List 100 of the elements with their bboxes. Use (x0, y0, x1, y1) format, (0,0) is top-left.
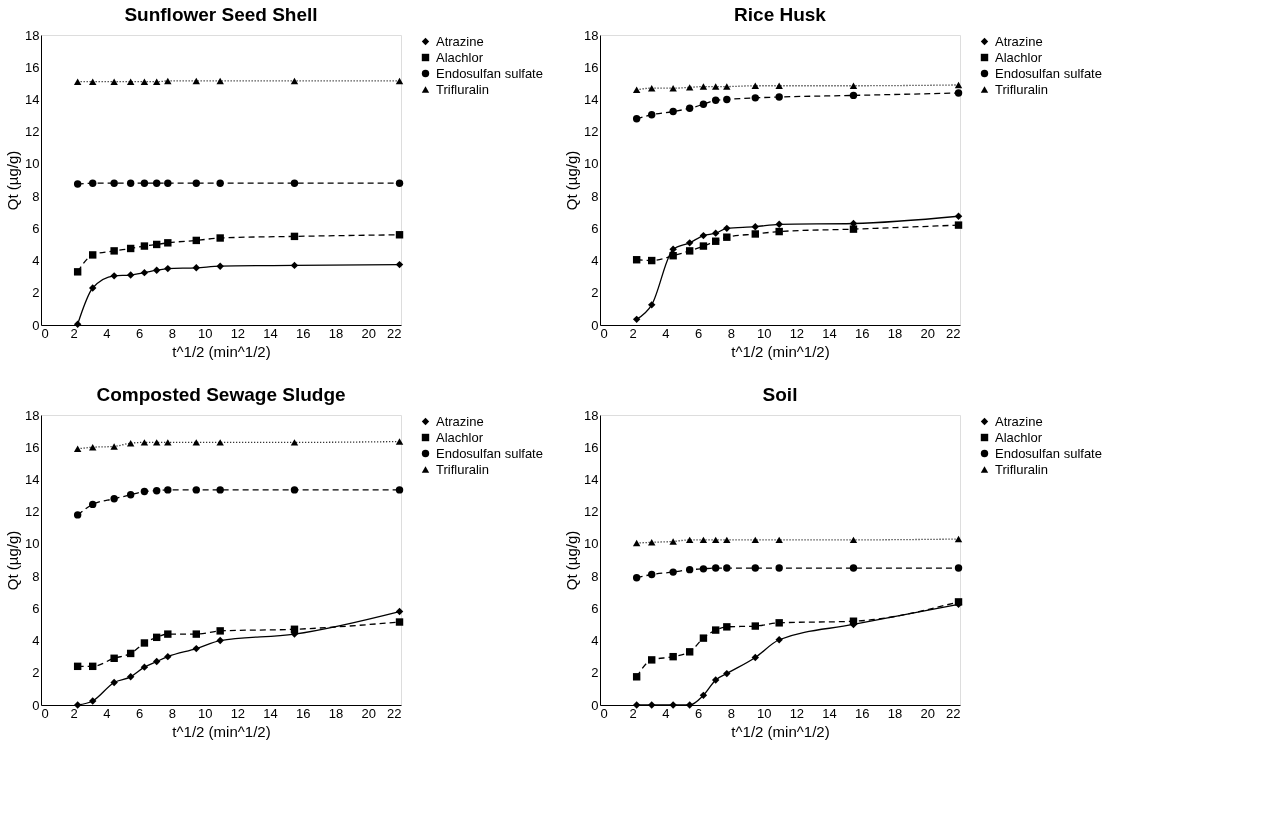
legend-label: Atrazine (995, 413, 1043, 429)
point (751, 622, 759, 630)
y-axis-title: Qt (µg/g) (4, 150, 22, 211)
y-tick-label: 10 (25, 536, 40, 552)
y-tick-label: 14 (25, 471, 40, 487)
point (849, 536, 858, 544)
chart-title: Rice Husk (734, 4, 827, 25)
x-tick-label: 14 (822, 705, 837, 721)
point (711, 626, 720, 634)
legend-label: Alachlor (436, 429, 484, 445)
x-tick-label: 4 (662, 325, 670, 341)
point (954, 221, 963, 229)
point (648, 111, 656, 119)
point (216, 179, 224, 187)
point (126, 439, 135, 447)
x-tick-label: 18 (328, 705, 344, 721)
y-axis-title: Qt (µg/g) (563, 530, 581, 591)
x-tick-label: 12 (789, 325, 805, 341)
point (711, 536, 720, 544)
x-axis-title: t^1/2 (min^1/2) (172, 342, 271, 360)
point (685, 536, 694, 544)
point (699, 242, 708, 250)
point (685, 648, 694, 656)
y-tick-label: 14 (584, 91, 599, 107)
point (126, 78, 135, 85)
point (723, 224, 731, 233)
point (73, 511, 82, 519)
y-tick-label: 16 (584, 59, 599, 75)
y-tick-label: 2 (32, 285, 40, 301)
point (164, 486, 172, 494)
point (751, 230, 759, 238)
point (648, 570, 656, 579)
point (89, 500, 97, 509)
y-tick-label: 18 (25, 27, 40, 43)
point (711, 676, 720, 684)
point (192, 77, 200, 85)
point (152, 179, 161, 187)
y-tick-label: 8 (32, 188, 40, 204)
point (849, 91, 858, 100)
point (395, 260, 404, 269)
point (632, 86, 641, 93)
point (110, 247, 118, 255)
x-tick-label: 14 (822, 325, 837, 341)
x-tick-label: 18 (887, 705, 903, 721)
point (669, 245, 677, 253)
y-axis-title: Qt (µg/g) (563, 150, 581, 211)
x-tick-label: 14 (263, 705, 278, 721)
point (954, 564, 963, 572)
x-tick-label: 10 (756, 325, 772, 341)
point (723, 233, 731, 241)
point (723, 95, 731, 104)
x-axis-title: t^1/2 (min^1/2) (731, 342, 830, 360)
x-tick-label: 12 (230, 325, 246, 341)
x-tick-label: 12 (230, 705, 246, 721)
point (192, 486, 200, 494)
x-tick-label: 18 (887, 325, 903, 341)
y-tick-label: 6 (32, 600, 40, 616)
point (775, 564, 783, 572)
point (648, 301, 656, 309)
x-tick-label: 2 (629, 325, 637, 341)
point (140, 663, 149, 671)
point (216, 627, 224, 635)
point (648, 84, 656, 92)
point (110, 443, 118, 450)
point (685, 247, 694, 255)
y-tick-label: 8 (591, 568, 599, 584)
x-tick-label: 4 (662, 705, 670, 721)
x-tick-label: 6 (136, 705, 144, 721)
point (954, 212, 963, 220)
point (775, 82, 783, 89)
legend-label: Endosulfan sulfate (995, 445, 1102, 461)
point (164, 77, 172, 85)
y-tick-label: 2 (591, 665, 599, 681)
point (140, 242, 149, 250)
legend-label: Endosulfan sulfate (995, 65, 1102, 81)
x-axis-title: t^1/2 (min^1/2) (172, 722, 271, 740)
point (954, 81, 963, 89)
x-tick-label: 6 (695, 705, 703, 721)
x-tick-label: 16 (296, 705, 311, 721)
point (192, 630, 200, 638)
point (395, 179, 404, 187)
point (775, 220, 783, 229)
point (669, 252, 677, 260)
point (751, 653, 759, 662)
point (164, 652, 172, 661)
point (164, 179, 172, 187)
y-tick-label: 12 (25, 124, 40, 140)
point (699, 565, 708, 573)
y-tick-label: 4 (32, 253, 40, 269)
point (699, 231, 708, 240)
point (669, 107, 677, 116)
point (395, 607, 404, 616)
point (632, 673, 641, 681)
point (685, 565, 694, 574)
point (632, 115, 641, 123)
point (723, 564, 731, 572)
y-tick-label: 6 (591, 220, 599, 236)
point (110, 678, 118, 687)
x-tick-label: 16 (855, 705, 870, 721)
point (751, 536, 759, 544)
